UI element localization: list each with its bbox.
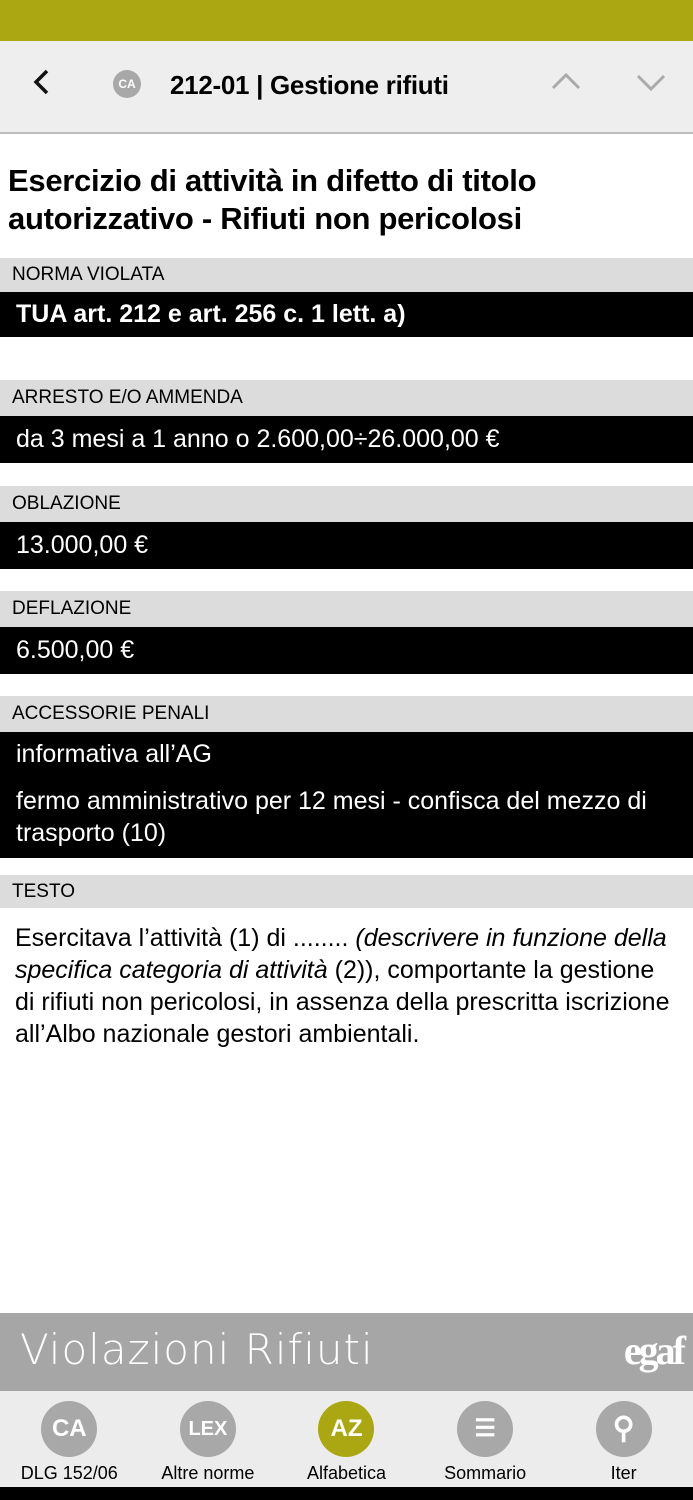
section-value-arresto: da 3 mesi a 1 anno o 2.600,00÷26.000,00 …: [0, 416, 693, 463]
nav-item-iter[interactable]: ⚲ Iter: [554, 1391, 693, 1487]
testo-body: Esercitava l’attività (1) di ........ (d…: [15, 922, 680, 1050]
nav-item-altre-norme[interactable]: LEX Altre norme: [139, 1391, 278, 1487]
bottom-nav: CA DLG 152/06 LEX Altre norme AZ Alfabet…: [0, 1391, 693, 1487]
nav-label: Altre norme: [161, 1463, 255, 1483]
system-nav-bar: [0, 1487, 693, 1500]
nav-item-alfabetica[interactable]: AZ Alfabetica: [277, 1391, 416, 1487]
section-value-accessorie: informativa all’AG fermo amministrativo …: [0, 732, 693, 858]
section-label-norma: NORMA VIOLATA: [0, 258, 693, 292]
nav-item-sommario[interactable]: ☰ Sommario: [416, 1391, 555, 1487]
chevron-down-icon[interactable]: [636, 67, 666, 97]
section-label-oblazione: OBLAZIONE: [0, 486, 693, 522]
search-icon: ⚲: [595, 1401, 652, 1457]
page-title: 212-01 | Gestione rifiuti: [170, 70, 449, 100]
list-icon: ☰: [457, 1401, 514, 1457]
section-label-testo: TESTO: [0, 875, 693, 908]
section-label-arresto: ARRESTO E/O AMMENDA: [0, 380, 693, 416]
nav-label: Iter: [610, 1463, 637, 1483]
app-banner: Violazioni Rifiuti egaf: [0, 1313, 693, 1391]
testo-text: Esercitava l’attività (1) di ........: [15, 924, 356, 952]
back-chevron-left-icon[interactable]: [30, 65, 54, 108]
accessoria-item: fermo amministrativo per 12 mesi - confi…: [16, 787, 647, 847]
status-bar: [0, 0, 693, 41]
header: CA 212-01 | Gestione rifiuti: [0, 41, 693, 134]
az-icon: AZ: [318, 1401, 375, 1457]
accessoria-item: informativa all’AG: [16, 740, 212, 768]
nav-label: DLG 152/06: [20, 1463, 118, 1483]
testo-italic: (descrivere in funzione della specifica …: [15, 924, 667, 984]
lex-icon: LEX: [179, 1401, 236, 1457]
egaf-logo: egaf: [623, 1328, 686, 1373]
ca-icon: CA: [41, 1401, 98, 1457]
ca-logo-icon: CA: [113, 70, 141, 98]
nav-label: Sommario: [444, 1463, 527, 1483]
testo-text: (2)), comportante la gestione di rifiuti…: [15, 956, 670, 1048]
section-label-deflazione: DEFLAZIONE: [0, 591, 693, 627]
section-label-accessorie: ACCESSORIE PENALI: [0, 696, 693, 732]
nav-label: Alfabetica: [306, 1463, 387, 1483]
chevron-up-icon[interactable]: [551, 67, 581, 97]
app-name: Violazioni Rifiuti: [20, 1325, 374, 1374]
section-value-oblazione: 13.000,00 €: [0, 522, 693, 569]
section-value-deflazione: 6.500,00 €: [0, 627, 693, 674]
violation-title: Esercizio di attività in difetto di tito…: [8, 163, 537, 236]
section-value-norma: TUA art. 212 e art. 256 c. 1 lett. a): [0, 292, 693, 337]
nav-item-dlg[interactable]: CA DLG 152/06: [0, 1391, 139, 1487]
